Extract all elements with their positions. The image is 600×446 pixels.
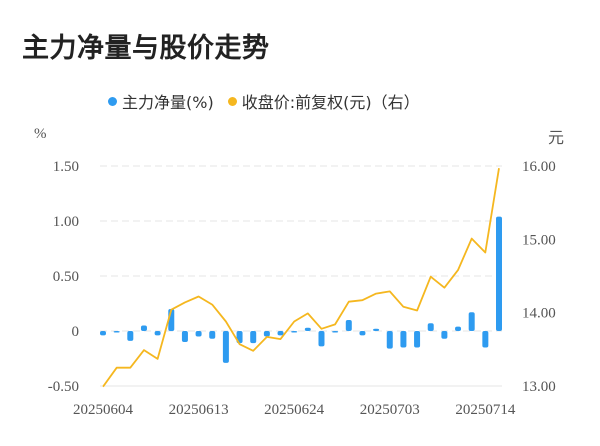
x-tick-label: 20250613	[169, 402, 229, 418]
left-tick-label: -0.50	[48, 379, 79, 395]
legend-item-net-volume[interactable]: 主力净量(%)	[108, 89, 214, 113]
left-tick-label: 1.00	[53, 214, 79, 230]
net-volume-bar	[386, 331, 393, 349]
net-volume-bar	[468, 312, 475, 331]
net-volume-bar	[222, 331, 229, 363]
net-volume-bar	[154, 331, 161, 336]
net-volume-bar	[373, 328, 380, 331]
right-axis-ticks: 16.00 15.00 14.00 13.00	[522, 159, 556, 395]
net-volume-bar	[414, 331, 421, 348]
net-volume-bar	[455, 326, 462, 331]
legend-label-net-volume: 主力净量(%)	[122, 93, 214, 112]
net-volume-bar	[250, 331, 257, 344]
close-price-polyline	[102, 168, 500, 388]
net-volume-bar	[400, 331, 407, 348]
net-volume-bar	[209, 331, 216, 339]
x-axis-labels: 20250604 20250613 20250624 20250703 20250714	[73, 402, 516, 418]
close-price-line	[102, 168, 500, 388]
net-volume-bar	[195, 331, 202, 337]
net-volume-bars	[100, 216, 502, 363]
net-volume-bar	[318, 331, 325, 347]
net-volume-bar	[181, 331, 188, 342]
net-volume-bar	[263, 331, 270, 337]
net-volume-bar	[332, 331, 339, 333]
left-tick-label: 0.50	[53, 269, 79, 285]
right-tick-label: 15.00	[522, 232, 556, 248]
left-axis-unit: %	[34, 126, 47, 142]
x-tick-label: 20250624	[264, 402, 325, 418]
chart-legend: 主力净量(%) 收盘价:前复权(元)（右）	[108, 89, 434, 113]
net-volume-bar	[277, 331, 284, 336]
legend-dot-blue-icon	[108, 96, 117, 106]
legend-label-close-price: 收盘价:前复权(元)（右）	[241, 93, 420, 112]
net-volume-bar	[359, 331, 366, 336]
left-tick-label: 0	[72, 324, 80, 340]
gridlines	[100, 165, 502, 387]
net-volume-bar	[127, 331, 134, 341]
x-tick-label: 20250604	[73, 402, 134, 418]
net-volume-bar	[496, 216, 502, 331]
legend-dot-yellow-icon	[227, 96, 237, 106]
left-axis-ticks: 1.50 1.00 0.50 0 -0.50	[48, 159, 79, 395]
right-tick-label: 13.00	[522, 379, 556, 395]
net-volume-bar	[441, 331, 448, 339]
chart-title: 主力净量与股价走势	[22, 33, 270, 64]
x-tick-label: 20250714	[455, 402, 516, 418]
net-volume-bar	[427, 323, 434, 331]
net-volume-bar	[304, 327, 311, 331]
net-volume-bar	[140, 325, 147, 331]
net-volume-bar	[113, 331, 120, 333]
left-tick-label: 1.50	[53, 159, 79, 175]
net-volume-bar	[100, 331, 106, 336]
net-volume-bar	[291, 331, 298, 333]
right-tick-label: 16.00	[522, 159, 556, 175]
right-axis-unit: 元	[548, 128, 565, 147]
x-tick-label: 20250703	[360, 402, 420, 418]
net-volume-bar	[345, 320, 352, 331]
net-volume-bar	[482, 331, 489, 348]
right-tick-label: 14.00	[522, 306, 556, 322]
legend-item-close-price[interactable]: 收盘价:前复权(元)（右）	[227, 89, 420, 113]
